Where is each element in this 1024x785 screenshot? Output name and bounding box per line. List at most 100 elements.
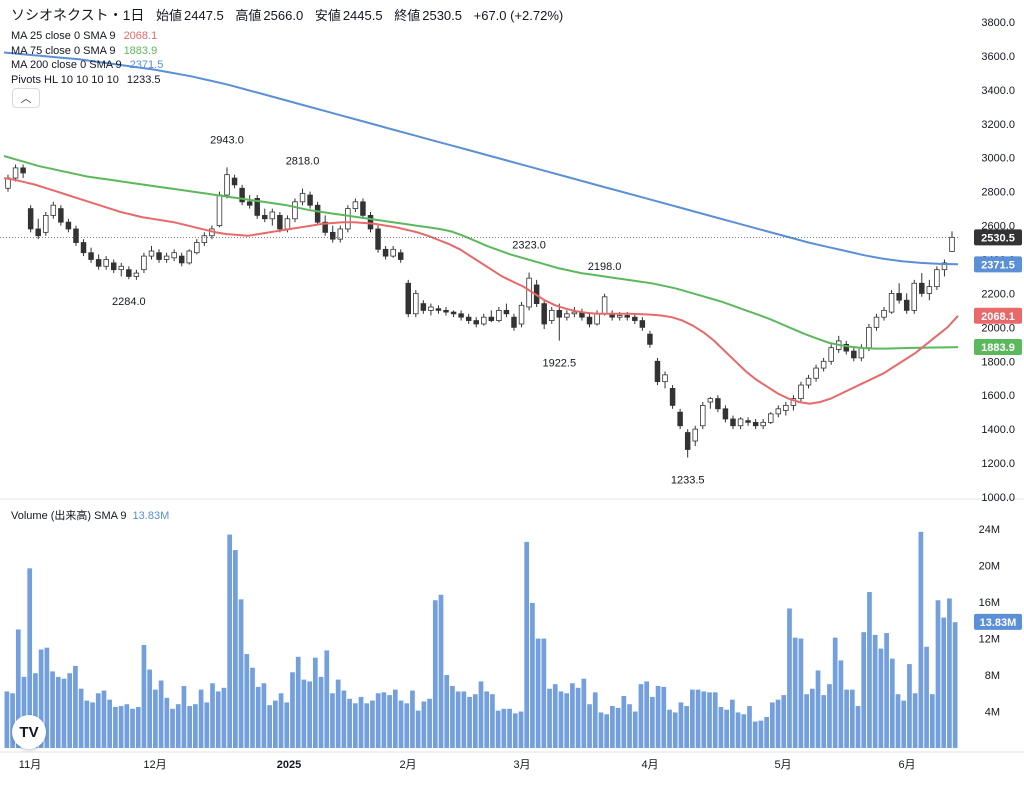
price-badge-label: 2068.1	[981, 311, 1015, 323]
indicator-pivots[interactable]: Pivots HL 10 10 10 10 1233.5	[11, 73, 161, 87]
candle-body	[65, 221, 72, 230]
candle-body	[405, 282, 411, 315]
candle-body	[307, 194, 313, 206]
chevron-up-icon: ︿	[20, 93, 32, 105]
price-tick-label: 1000.0	[981, 492, 1015, 504]
volume-bar	[530, 602, 535, 748]
candle-body	[224, 174, 230, 196]
volume-badge	[974, 613, 1022, 630]
candle-body	[669, 388, 676, 406]
candle-body	[103, 259, 109, 267]
candle-body	[246, 201, 253, 206]
symbol-name[interactable]: ソシオネクスト・1日	[11, 7, 145, 23]
candle-body	[541, 303, 547, 325]
low-value: 2445.5	[342, 8, 383, 23]
volume-bar	[695, 689, 701, 748]
pivot-label: 2198.0	[588, 261, 622, 273]
volume-bar	[952, 622, 958, 748]
volume-bar	[849, 689, 855, 748]
indicator-label: MA 200 close 0 SMA 9	[11, 59, 122, 71]
volume-bar	[815, 670, 821, 748]
volume-bar	[164, 697, 170, 748]
candle-body	[322, 221, 328, 233]
volume-bar	[941, 617, 947, 748]
volume-legend-value: 13.83M	[132, 510, 170, 522]
volume-bar	[718, 706, 724, 748]
candle-body	[133, 272, 140, 277]
volume-bar	[124, 704, 130, 748]
candle-body	[27, 208, 34, 230]
candle-body	[941, 262, 948, 271]
candle-body	[858, 347, 865, 359]
volume-bar	[929, 694, 935, 748]
volume-bar	[238, 599, 244, 748]
candle-body	[43, 214, 49, 233]
candle-body	[12, 167, 19, 179]
candle-body	[632, 316, 638, 321]
candle-body	[911, 282, 917, 311]
candle-body	[314, 204, 321, 223]
volume-bar	[592, 692, 598, 748]
volume-bar	[95, 693, 101, 748]
volume-bar	[872, 634, 878, 748]
volume-bar	[135, 706, 141, 748]
volume-bar	[78, 688, 84, 748]
volume-bar	[244, 654, 250, 748]
volume-bar	[661, 686, 667, 748]
candle-body	[526, 277, 532, 308]
candle-body	[730, 418, 736, 427]
candle-body	[752, 421, 759, 427]
candle-body	[564, 313, 570, 318]
indicator-ma200[interactable]: MA 200 close 0 SMA 9 2371.5	[11, 58, 163, 72]
candle-body	[496, 309, 502, 321]
volume-bar	[227, 534, 233, 748]
volume-bar	[250, 667, 255, 748]
volume-bar	[444, 675, 450, 748]
candle-body	[949, 236, 955, 252]
volume-tick-label: 20M	[979, 561, 1000, 573]
volume-bar	[221, 687, 227, 748]
price-tick-label: 3200.0	[981, 119, 1015, 131]
tradingview-logo[interactable]: TV	[12, 715, 46, 749]
volume-bar	[741, 714, 747, 748]
collapse-legend-button[interactable]: ︿	[12, 88, 40, 108]
volume-legend[interactable]: Volume (出来高) SMA 9 13.83M	[11, 507, 169, 523]
volume-bar	[450, 685, 455, 748]
volume-bar	[261, 683, 267, 748]
volume-tick-label: 8M	[985, 670, 1000, 682]
candle-body	[284, 218, 291, 230]
volume-bar	[272, 700, 278, 748]
candle-body	[352, 201, 359, 210]
indicator-ma75[interactable]: MA 75 close 0 SMA 9 1883.9	[11, 44, 157, 58]
high-label: 高値	[235, 8, 262, 23]
volume-bar	[432, 600, 438, 748]
volume-bar	[827, 684, 832, 748]
candle-body	[586, 316, 593, 325]
candle-body	[337, 228, 344, 240]
candle-body	[624, 315, 631, 318]
indicator-label: Pivots HL 10 10 10 10	[11, 74, 119, 86]
pivot-label: 1922.5	[542, 358, 576, 370]
candle-body	[896, 293, 902, 301]
volume-bar	[798, 638, 804, 748]
candle-body	[292, 201, 298, 220]
volume-bar	[547, 688, 552, 748]
volume-bar	[55, 676, 61, 748]
candle-body	[345, 208, 351, 230]
volume-bar	[672, 712, 678, 748]
candle-body	[360, 201, 366, 216]
volume-bar	[644, 681, 650, 748]
volume-bar	[587, 704, 592, 748]
volume-bar	[61, 678, 67, 748]
volume-bar	[501, 708, 507, 748]
volume-bar	[690, 689, 695, 748]
indicator-ma25[interactable]: MA 25 close 0 SMA 9 2068.1	[11, 29, 157, 43]
volume-tick-label: 12M	[979, 634, 1000, 646]
volume-bar	[769, 702, 775, 748]
indicator-value: 1233.5	[126, 74, 161, 86]
candle-body	[397, 252, 404, 260]
volume-bar	[684, 706, 690, 748]
volume-bar	[153, 689, 158, 748]
volume-bar	[210, 683, 215, 748]
